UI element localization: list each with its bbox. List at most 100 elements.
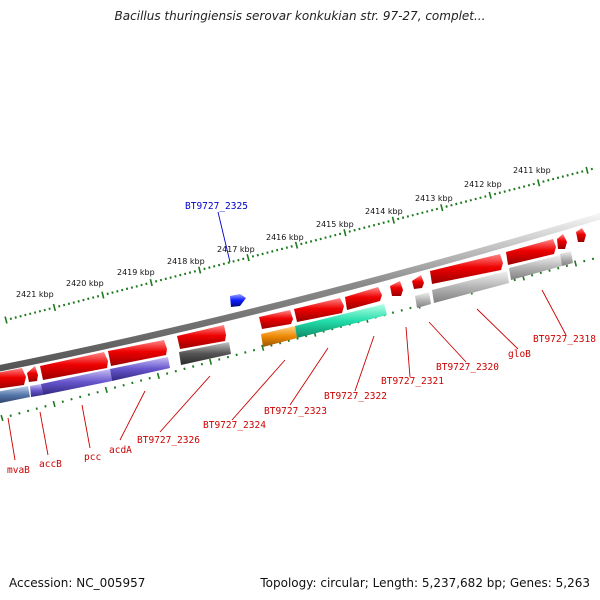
kbp-label: 2413 kbp	[415, 194, 453, 203]
gene-label-bt9727-2326[interactable]: BT9727_2326	[137, 435, 200, 446]
gene-label-globb[interactable]: gloB	[508, 349, 531, 360]
gene-label-bt9727-2325[interactable]: BT9727_2325	[185, 201, 248, 212]
cog-bar-bt9727-2319	[509, 255, 562, 280]
scale-minor-tick	[314, 238, 318, 242]
gene-bt9727-2319[interactable]	[506, 239, 556, 265]
scale-major-tick	[198, 266, 202, 274]
scale-minor-tick	[159, 278, 163, 282]
kbp-scale-track	[4, 166, 593, 324]
cog-bar-accb	[30, 384, 43, 397]
gene-label-mvab[interactable]: mvaB	[7, 465, 30, 476]
cog-bar-acda	[110, 357, 170, 381]
scale-minor-tick	[38, 309, 42, 313]
scale-minor-tick	[77, 300, 80, 303]
gene-label-bt9727-2320[interactable]: BT9727_2320	[436, 362, 499, 373]
scale-minor-tick	[227, 261, 230, 264]
scale-minor-tick	[548, 269, 551, 272]
scale-minor-tick	[552, 177, 555, 181]
scale-minor-tick	[61, 400, 64, 403]
scale-minor-tick	[271, 250, 274, 253]
scale-minor-tick	[232, 260, 235, 263]
scale-minor-tick	[139, 379, 143, 382]
scale-major-tick	[149, 279, 153, 287]
scale-minor-tick	[125, 287, 129, 291]
scale-minor-tick	[368, 225, 371, 228]
scale-minor-tick	[576, 171, 579, 175]
scale-minor-tick	[237, 258, 240, 262]
scale-minor-tick	[430, 208, 434, 212]
scale-minor-tick	[266, 251, 269, 254]
scale-minor-tick	[409, 306, 412, 310]
scale-minor-tick	[338, 232, 342, 236]
gene-pcc[interactable]	[40, 352, 108, 380]
scale-major-tick	[585, 166, 589, 174]
scale-minor-tick	[203, 267, 206, 271]
scale-minor-tick	[566, 174, 569, 177]
scale-minor-tick	[591, 257, 595, 261]
gene-label-bt9727-2322[interactable]: BT9727_2322	[324, 391, 387, 402]
gene-labels: mvaB accB pcc acdA BT9727_2326 BT9727_23…	[7, 201, 596, 476]
gene-bt9727-2323[interactable]	[294, 298, 344, 322]
scale-minor-tick	[222, 262, 226, 266]
kbp-label: 2414 kbp	[365, 207, 403, 216]
gene-label-accb[interactable]: accB	[39, 459, 62, 470]
leader-line	[119, 390, 146, 441]
scale-major-tick	[0, 414, 4, 422]
kbp-label: 2415 kbp	[316, 220, 354, 229]
scale-minor-tick	[200, 362, 204, 366]
kbp-label: 2411 kbp	[513, 166, 551, 175]
scale-minor-tick	[530, 273, 534, 277]
gene-label-bt9727-2324[interactable]: BT9727_2324	[203, 420, 266, 431]
gene-bt9727-2326[interactable]	[177, 325, 226, 349]
gene-label-pcc[interactable]: pcc	[84, 452, 101, 463]
scale-minor-tick	[276, 248, 279, 252]
gene-bt9727-2320[interactable]	[412, 275, 424, 289]
scale-minor-tick	[280, 247, 284, 251]
scale-minor-tick	[590, 167, 593, 171]
scale-minor-tick	[148, 376, 151, 380]
leader-line	[159, 375, 211, 433]
scale-minor-tick	[179, 273, 182, 277]
scale-minor-tick	[29, 312, 32, 316]
gene-bt9727-2322[interactable]	[345, 287, 382, 310]
gene-label-acda[interactable]: acdA	[109, 445, 132, 456]
gene-label-bt9727-2323[interactable]: BT9727_2323	[264, 406, 327, 417]
kbp-label: 2418 kbp	[167, 257, 205, 266]
gene-bt9727-2318[interactable]	[557, 234, 567, 249]
scale-minor-tick	[518, 186, 521, 190]
scale-major-tick	[246, 253, 250, 262]
scale-minor-tick	[113, 386, 117, 389]
scale-minor-tick	[479, 196, 482, 200]
gene-label-bt9727-2321[interactable]: BT9727_2321	[381, 376, 444, 387]
gene-accb[interactable]	[27, 366, 38, 382]
scale-minor-tick	[319, 237, 322, 241]
gene-mvab[interactable]	[0, 368, 26, 389]
scale-minor-tick	[165, 372, 169, 375]
scale-minor-tick	[561, 175, 564, 178]
gene-acda[interactable]	[108, 340, 167, 366]
gene-globb[interactable]	[430, 254, 503, 284]
leader-line	[541, 289, 567, 336]
scale-minor-tick	[122, 383, 125, 387]
scale-minor-tick	[135, 285, 138, 288]
gene-bt9727-2321[interactable]	[390, 281, 403, 296]
scale-minor-tick	[43, 308, 46, 312]
cog-bar-bt9727-2326	[179, 342, 231, 365]
scale-minor-tick	[9, 317, 12, 321]
leader-line	[7, 417, 16, 461]
scale-minor-tick	[106, 292, 109, 296]
scale-minor-tick	[111, 291, 114, 294]
kbp-label: 2416 kbp	[266, 233, 304, 242]
scale-minor-tick	[527, 183, 531, 187]
gene-far-right[interactable]	[576, 228, 586, 242]
scale-minor-tick	[70, 397, 73, 401]
scale-major-tick	[574, 260, 578, 267]
gene-bt9727-2325-forward[interactable]	[230, 294, 246, 307]
gene-label-bt9727-2318[interactable]: BT9727_2318	[533, 334, 596, 345]
scale-minor-tick	[522, 185, 526, 188]
gene-bt9727-2324[interactable]	[259, 310, 293, 329]
kbp-scale-labels: 2421 kbp 2420 kbp 2419 kbp 2418 kbp 2417…	[16, 166, 551, 299]
scale-minor-tick	[130, 286, 134, 289]
scale-minor-tick	[455, 202, 458, 206]
